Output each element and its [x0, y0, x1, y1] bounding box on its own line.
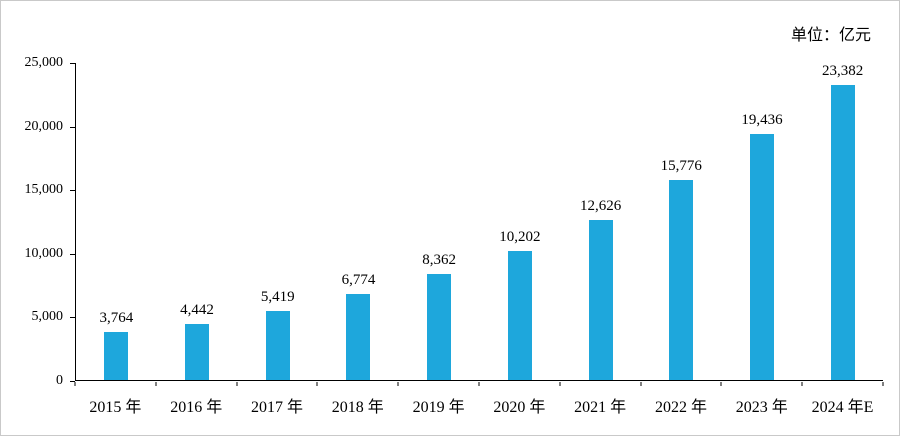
bar-value-label: 3,764 — [99, 310, 134, 327]
x-tick-mark — [801, 382, 803, 386]
bar-value-label: 12,626 — [579, 197, 622, 214]
bar-group: 23,382 — [802, 63, 883, 380]
bar-group: 8,362 — [399, 63, 480, 380]
x-tick-mark — [640, 382, 642, 386]
bar — [427, 273, 452, 380]
x-axis-label: 2019 年 — [412, 399, 465, 416]
y-tick-mark — [70, 317, 75, 319]
y-tick-label: 5,000 — [31, 309, 64, 325]
x-axis-label: 2023 年 — [735, 399, 788, 416]
bar — [830, 85, 855, 380]
y-tick-mark — [70, 126, 75, 128]
x-axis-label: 2017 年 — [250, 399, 303, 416]
y-tick-mark — [70, 63, 75, 64]
x-tick-mark — [74, 382, 76, 386]
bar-value-label: 23,382 — [822, 63, 864, 79]
plot-area: 3,764 4,442 5,419 6,774 8,362 10,202 12,626 15,… — [75, 63, 883, 381]
bar — [507, 250, 532, 380]
unit-label: 单位：亿元 — [790, 27, 871, 44]
x-tick-mark — [397, 382, 399, 386]
bars-row: 3,764 4,442 5,419 6,774 8,362 10,202 12,626 15,… — [76, 63, 883, 380]
bar-group: 3,764 — [76, 63, 157, 380]
x-tick-mark — [316, 382, 318, 386]
y-tick-label: 25,000 — [24, 55, 64, 70]
x-tick-mark — [720, 382, 722, 386]
x-axis-label: 2018 年 — [331, 399, 384, 416]
bar-group: 10,202 — [480, 63, 561, 380]
bar — [185, 323, 210, 380]
bar-value-label: 6,774 — [341, 272, 376, 289]
y-tick-mark — [70, 381, 75, 382]
bar-value-label: 10,202 — [499, 228, 541, 245]
bar-group: 4,442 — [157, 63, 238, 380]
bar — [588, 219, 613, 380]
y-tick-mark — [70, 253, 75, 255]
y-tick-label: 15,000 — [24, 182, 64, 198]
bar-value-label: 8,362 — [422, 251, 457, 268]
x-tick-mark — [559, 382, 561, 386]
bar — [669, 179, 694, 380]
x-axis-label: 2022 年 — [654, 399, 707, 416]
bar-group: 12,626 — [560, 63, 641, 380]
bar — [265, 311, 290, 380]
bar-value-label: 15,776 — [660, 157, 702, 174]
y-tick-label: 10,000 — [24, 245, 64, 261]
x-tick-mark — [882, 382, 884, 386]
bar — [749, 133, 774, 380]
x-axis-label: 2024 年E — [811, 399, 874, 416]
bar-group: 15,776 — [641, 63, 722, 380]
y-tick-mark — [70, 190, 75, 192]
bar-value-label: 19,436 — [741, 111, 783, 128]
bar-group: 5,419 — [237, 63, 318, 380]
x-tick-mark — [155, 382, 157, 386]
x-axis-label: 2020 年 — [493, 399, 546, 416]
y-tick-label: 20,000 — [24, 118, 64, 134]
x-tick-mark — [236, 382, 238, 386]
bar-group: 19,436 — [722, 63, 803, 380]
bar-group: 6,774 — [318, 63, 399, 380]
bar — [104, 332, 129, 380]
x-axis-label: 2021 年 — [574, 399, 627, 416]
y-axis: 0 5,000 10,000 15,000 20,000 25,000 — [1, 55, 75, 388]
bar-value-label: 5,419 — [260, 289, 295, 306]
x-axis-labels: 2015 年 2016 年 2017 年 2018 年 2019 年 2020 年 2021… — [75, 393, 883, 417]
x-axis-label: 2016 年 — [170, 399, 223, 416]
x-axis-label: 2015 年 — [89, 399, 142, 416]
bar-value-label: 4,442 — [180, 301, 214, 318]
x-tick-mark — [478, 382, 480, 386]
y-tick-label: 0 — [56, 373, 63, 388]
bar — [346, 294, 371, 380]
